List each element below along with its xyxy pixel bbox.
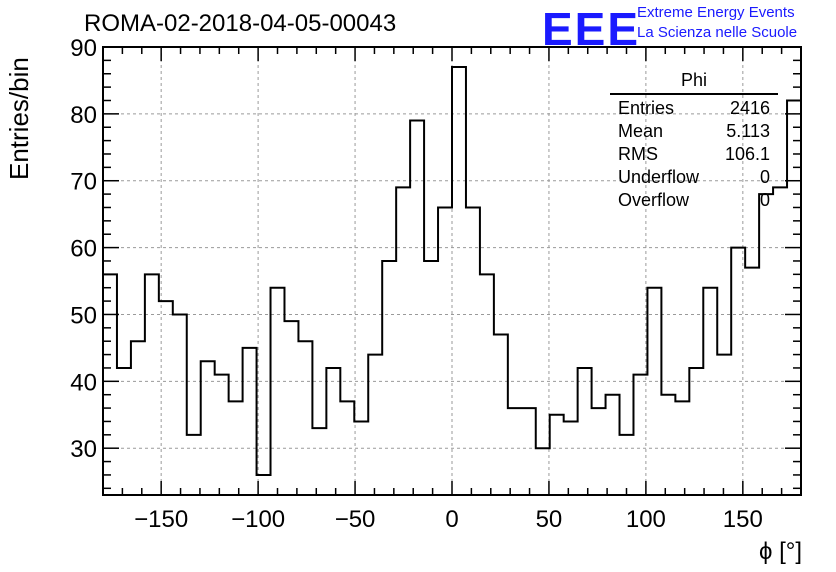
histogram-bin (592, 408, 606, 495)
histogram-bin (620, 435, 634, 495)
histogram-bin (326, 368, 340, 495)
stats-value: 2416 (729, 98, 770, 118)
histogram-bin (494, 335, 508, 495)
histogram-bin (243, 348, 257, 495)
histogram-bin (745, 268, 759, 495)
histogram-bin (522, 408, 536, 495)
histogram-bin (564, 421, 578, 495)
stats-row-entries: Entries 2416 (610, 97, 778, 120)
histogram-bin (298, 341, 312, 495)
histogram-bin (452, 67, 466, 495)
y-tick-label: 70 (70, 169, 97, 196)
y-tick-label: 40 (70, 369, 97, 396)
stats-row-underflow: Underflow 0 (610, 166, 778, 189)
histogram-bin (131, 341, 145, 495)
histogram-bin (396, 187, 410, 495)
histogram-bin (438, 207, 452, 495)
histogram-bin (759, 194, 773, 495)
histogram-bin (159, 301, 173, 495)
histogram-bin (173, 314, 187, 495)
x-tick-label: −150 (134, 506, 188, 533)
y-tick-label: 90 (70, 35, 97, 62)
x-tick-label: 0 (445, 506, 458, 533)
stats-value: 106.1 (724, 144, 770, 164)
x-tick-label: −50 (335, 506, 376, 533)
histogram-bin (284, 321, 298, 495)
x-tick-label: 150 (723, 506, 763, 533)
histogram-bin (578, 368, 592, 495)
histogram-bin (773, 187, 787, 495)
histogram-bin (633, 375, 647, 495)
eee-logo: EEE (542, 3, 641, 55)
stats-label: RMS (618, 144, 658, 164)
stats-value: 5.113 (726, 121, 770, 141)
x-tick-label: 100 (626, 506, 666, 533)
y-tick-label: 80 (70, 102, 97, 129)
histogram-bin (480, 274, 494, 495)
histogram-bin (145, 274, 159, 495)
histogram-bin (508, 408, 522, 495)
histogram-bin (536, 448, 550, 495)
histogram-bin (354, 421, 368, 495)
histogram-bin (340, 401, 354, 495)
x-tick-label: 50 (536, 506, 563, 533)
stats-label: Overflow (618, 190, 690, 210)
histogram-bin (787, 100, 801, 495)
stats-row-overflow: Overflow 0 (610, 189, 778, 212)
y-tick-label: 30 (70, 436, 97, 463)
histogram-bin (689, 368, 703, 495)
stats-value: 0 (759, 167, 770, 187)
histogram-bin (550, 415, 564, 495)
histogram-bin (731, 248, 745, 495)
histogram-bin (201, 361, 215, 495)
histogram-bin (717, 355, 731, 495)
histogram-bin (410, 121, 424, 495)
stats-title: Phi (610, 70, 778, 95)
histogram-bin (647, 288, 661, 495)
stats-box: Phi Entries 2416 Mean 5.113 RMS 106.1 Un… (610, 70, 778, 212)
stats-label: Entries (618, 98, 675, 118)
y-axis-label: Entries/bin (4, 57, 34, 180)
histogram-bin (215, 375, 229, 495)
histogram-bin (703, 288, 717, 495)
histogram-bin (271, 288, 285, 495)
histogram-bin (229, 401, 243, 495)
histogram-bin (368, 355, 382, 495)
x-axis-label: ϕ [°] (758, 538, 802, 565)
histogram-bin (675, 401, 689, 495)
stats-value: 0 (759, 190, 770, 210)
stats-label: Mean (618, 121, 664, 141)
histogram-bin (466, 207, 480, 495)
stats-row-rms: RMS 106.1 (610, 143, 778, 166)
x-tick-label: −100 (231, 506, 285, 533)
plot-title: ROMA-02-2018-04-05-00043 (84, 10, 397, 37)
histogram-bin (606, 395, 620, 495)
stats-label: Underflow (618, 167, 700, 187)
histogram-bin (382, 261, 396, 495)
histogram-bin (117, 368, 131, 495)
logo-line-2: La Scienza nelle Scuole (637, 24, 798, 41)
histogram-line (103, 66, 801, 476)
histogram-bin (661, 395, 675, 495)
histogram-bin (187, 435, 201, 495)
histogram-bin (312, 428, 326, 495)
y-tick-label: 50 (70, 302, 97, 329)
y-tick-label: 60 (70, 236, 97, 263)
logo-line-1: Extreme Energy Events (637, 4, 795, 21)
stats-row-mean: Mean 5.113 (610, 120, 778, 143)
histogram-bin (424, 261, 438, 495)
